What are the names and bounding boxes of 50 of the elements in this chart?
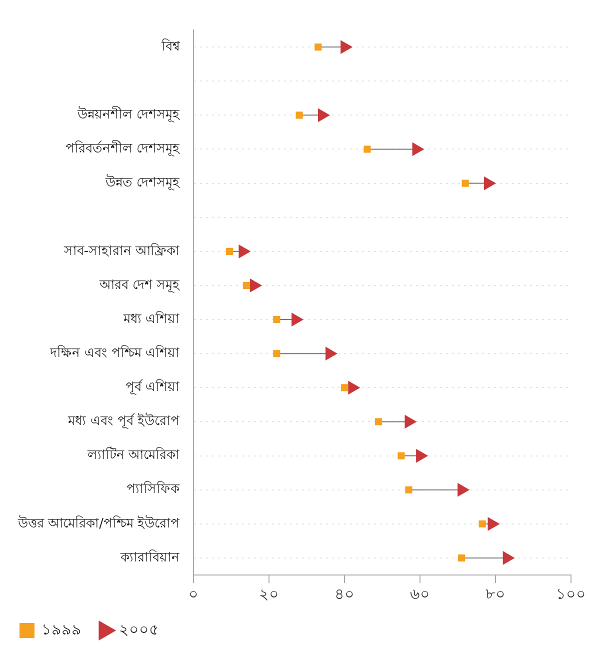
y-tick-label: ল্যাটিন আমেরিকা [86, 447, 180, 464]
point [250, 278, 262, 292]
point [458, 554, 466, 562]
y-tick-label: প্যাসিফিক [126, 481, 181, 498]
legend-label: ১৯৯৯ [42, 620, 82, 638]
point [502, 551, 514, 565]
point [340, 40, 352, 54]
y-tick-label: আরব দেশ সমূহ [98, 278, 181, 293]
point [412, 142, 424, 156]
y-tick-label: উত্তর আমেরিকা/পশ্চিম ইউরোপ [16, 515, 180, 532]
x-tick-label: ৬০ [410, 584, 430, 603]
point [292, 312, 304, 326]
point [404, 415, 416, 428]
point [273, 350, 280, 358]
y-tick-label: পূর্ব এশিয়া [126, 379, 180, 396]
point [458, 483, 470, 496]
point [462, 180, 469, 187]
point [273, 316, 280, 324]
x-tick-label: ৮০ [486, 584, 506, 603]
point [478, 520, 486, 528]
y-tick-label: বিশ্ব [160, 38, 181, 54]
point [325, 347, 337, 360]
point [314, 43, 322, 51]
point [398, 452, 405, 460]
y-tick-label: ক্যারাবিয়ান [120, 549, 180, 566]
y-tick-label: মধ্য এবং পূর্ব ইউরোপ [67, 413, 180, 430]
y-tick-label: সাব-সাহারান আফ্রিকা [62, 242, 180, 259]
y-tick-label: উন্নয়নশীল দেশসমূহ [76, 106, 181, 123]
point [296, 112, 303, 119]
point [484, 176, 496, 190]
point [348, 381, 360, 394]
x-tick-label: ৪০ [334, 584, 355, 603]
y-tick-label: উন্নত দেশসমূহ [104, 174, 181, 191]
legend-label: ২০০৫ [119, 620, 159, 638]
y-tick-label: দক্ষিন এবং পশ্চিম এশিয়া [49, 344, 180, 361]
x-tick-label: ২০ [259, 584, 280, 603]
x-tick-label: ১০০ [556, 584, 586, 603]
y-tick-label: মধ্য এশিয়া [122, 310, 180, 327]
point [405, 486, 412, 494]
point [318, 108, 330, 122]
point [341, 384, 348, 392]
point [375, 418, 382, 426]
point [364, 146, 371, 153]
point [416, 449, 428, 462]
point [488, 517, 500, 530]
y-tick-label: পরিবর্তনশীল দেশসমূহ [66, 140, 181, 157]
point [226, 248, 234, 255]
point [238, 244, 250, 258]
x-tick-label: ০ [188, 584, 199, 603]
point [242, 282, 250, 290]
